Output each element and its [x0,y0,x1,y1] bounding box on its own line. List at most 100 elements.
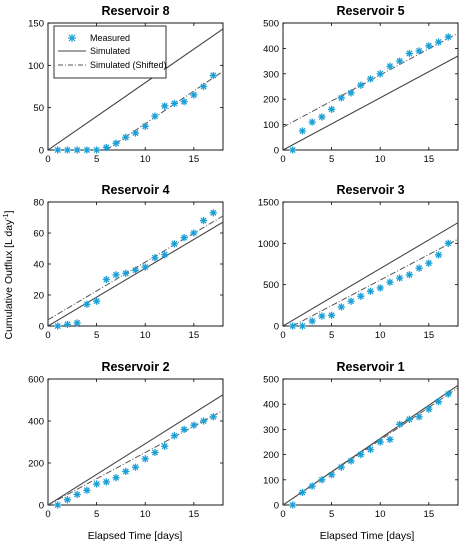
measured-point [170,99,178,108]
measured-point [308,317,316,325]
measured-point [328,105,336,113]
measured-point [73,146,81,154]
measured-point [161,251,169,259]
simulated-line [283,384,458,505]
measured-point [54,322,62,330]
panel-title: Reservoir 4 [101,183,169,197]
x-tick-label: 10 [375,509,386,520]
y-axis-label: Cumulative Outflux [L day-1] [3,210,15,339]
measured-point [366,75,375,83]
x-tick-label: 5 [329,509,334,520]
y-tick-label: 150 [28,19,44,30]
measured-point [318,312,326,320]
measured-point [199,417,208,425]
measured-point [425,259,433,267]
x-tick-label: 5 [329,154,334,165]
measured-point [102,275,110,284]
measured-point [141,455,149,463]
measured-point [180,98,188,106]
x-tick-label: 15 [189,154,200,165]
y-tick-label: 500 [263,375,279,386]
measured-point [63,146,72,154]
measured-point [415,47,423,55]
y-tick-label: 300 [263,425,279,436]
measured-point [376,70,384,78]
x-tick-label: 10 [140,330,151,341]
y-tick-label: 500 [263,19,279,30]
measured-point [161,102,169,110]
measured-point [386,278,394,286]
measured-point [444,33,452,41]
measured-point [434,38,443,46]
y-tick-label: 0 [39,501,44,512]
panel-6: Reservoir 1 0 5 10 15 0 100 200 300 400 500 [263,360,459,520]
measured-point [298,127,307,135]
y-tick-label: 20 [33,291,44,302]
measured-point [63,496,72,504]
measured-point [425,405,433,413]
measured-point [318,113,326,121]
legend: Measured Simulated Simulated (Shifted) [53,25,167,79]
measured-point [83,486,91,494]
legend-measured-marker [68,34,76,42]
x-tick-label: 15 [189,330,200,341]
y-tick-label: 0 [39,322,44,333]
measured-point [54,146,62,154]
measured-point [328,471,336,479]
y-tick-label: 400 [263,44,279,55]
panel-5: Reservoir 2 0 5 10 15 0 200 400 600 [28,360,224,520]
y-tick-label: 100 [263,475,279,486]
measured-point [54,501,62,509]
measured-point [73,490,81,499]
x-tick-label: 15 [189,509,200,520]
x-tick-label: 5 [94,330,99,341]
panel-2: Reservoir 5 0 5 10 15 0 100 200 300 400 500 [263,4,459,165]
y-tick-label: 0 [274,146,279,157]
simulated-shifted-line [106,70,223,150]
measured-point [141,122,149,130]
x-tick-label: 15 [424,330,435,341]
plot-frame [47,201,224,327]
measured-point [328,311,336,319]
y-tick-label: 60 [33,229,44,240]
x-tick-label: 10 [375,330,386,341]
measured-point [209,413,217,421]
panel-4: Reservoir 3 0 5 10 15 0 500 1000 1500 [258,183,459,341]
x-axis-label-left: Elapsed Time [days] [88,530,183,542]
panel-title: Reservoir 1 [336,360,404,374]
x-tick-label: 0 [280,154,285,165]
measured-point [190,229,198,237]
measured-point [122,133,130,141]
measured-point [347,89,355,97]
measured-point [444,239,452,247]
simulated-line [48,28,223,150]
measured-point [386,62,394,70]
measured-point [405,271,413,279]
measured-point [180,234,188,242]
legend-shifted-label: Simulated (Shifted) [90,60,167,70]
plot-frame [282,201,459,327]
measured-point [122,467,130,475]
simulated-line [283,55,458,150]
panel-3: Reservoir 4 0 5 10 15 0 20 40 60 80 [33,183,224,341]
measured-point [151,448,159,457]
measured-point [190,421,198,429]
y-tick-label: 40 [33,260,44,271]
simulated-line [48,221,223,326]
measured-point [102,478,110,486]
measured-point [337,94,345,102]
y-axis-label-close: ] [3,210,15,213]
measured-point [396,420,404,428]
x-tick-label: 0 [45,330,50,341]
x-tick-label: 0 [45,509,50,520]
simulated-shifted-line [292,238,458,326]
y-tick-label: 400 [28,417,44,428]
measured-point [190,91,198,99]
measured-point [112,474,120,482]
measured-point [83,300,91,308]
panel-title: Reservoir 8 [101,4,169,18]
measured-point [199,82,208,91]
measured-point [63,320,72,329]
